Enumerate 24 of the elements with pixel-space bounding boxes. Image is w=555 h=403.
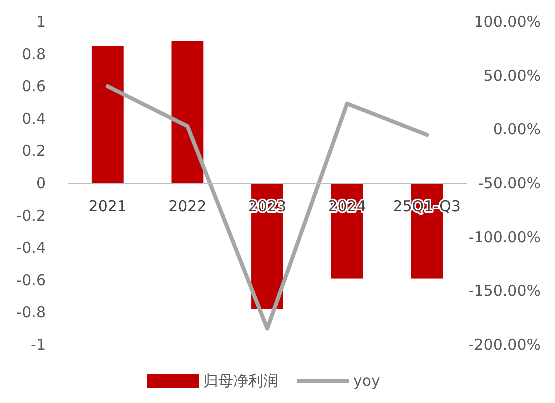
y2-tick-label: -100.00% [468,228,541,246]
y-tick-label: 0.4 [22,110,46,128]
y2-tick-label: -150.00% [468,282,541,300]
y-tick-label: -0.6 [16,271,46,290]
y-tick-label: 0.6 [22,78,46,96]
y2-tick-label: 100.00% [474,13,541,31]
x-tick-label: 2022 [168,198,207,216]
x-tick-label: 2021 [88,198,127,216]
y2-tick-label: 0.00% [493,120,541,139]
legend-label: yoy [354,372,381,390]
y2-tick-label: -50.00% [478,174,541,192]
bar [92,46,124,184]
legend-label: 归母净利润 [204,372,278,390]
y-tick-label: -0.4 [16,239,46,258]
y-tick-label: 0.8 [22,45,46,64]
y-tick-label: -0.8 [16,304,46,322]
y2-tick-label: -200.00% [468,336,541,354]
y2-tick-label: 50.00% [484,66,541,85]
bar [172,41,204,184]
y-tick-label: -0.2 [16,206,46,225]
y-tick-label: 0.2 [22,142,46,160]
y-tick-label: 0 [36,174,46,192]
y-tick-label: 1 [36,13,46,31]
y-tick-label: -1 [31,336,46,354]
